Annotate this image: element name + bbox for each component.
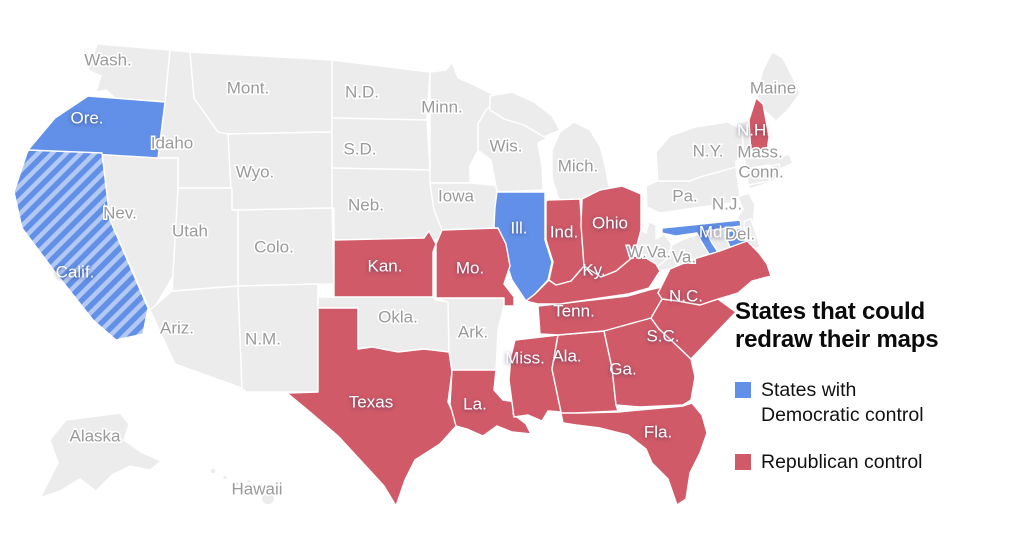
state-ariz: [149, 285, 243, 389]
state-ohio: [580, 185, 642, 278]
state-label-okla: Okla.: [378, 308, 418, 327]
state-label-ga: Ga.: [609, 360, 636, 379]
state-mo: [435, 227, 515, 307]
state-label-utah: Utah: [172, 222, 208, 241]
state-maine: [756, 51, 801, 122]
legend-item-republican: Republican control: [735, 450, 1017, 475]
state-label-ny: N.Y.: [693, 142, 724, 161]
democratic-swatch: [735, 381, 751, 398]
state-label-nh: N.H.: [737, 121, 771, 140]
state-label-minn: Minn.: [421, 98, 463, 117]
state-label-wyo: Wyo.: [236, 163, 275, 182]
state-label-mo: Mo.: [456, 259, 484, 278]
state-label-maine: Maine: [750, 79, 796, 98]
state-label-colo: Colo.: [254, 238, 294, 257]
state-label-pa: Pa.: [672, 187, 698, 206]
state-label-ind: Ind.: [550, 223, 578, 242]
state-label-hawaii: Hawaii: [231, 480, 282, 499]
state-label-nj: N.J.: [712, 195, 742, 214]
state-calif: [13, 149, 149, 341]
state-label-miss: Miss.: [505, 349, 545, 368]
legend-title-line1: States that could: [735, 298, 925, 325]
state-mich: [489, 91, 611, 204]
state-hawaii: [209, 467, 276, 506]
state-label-sd: S.D.: [343, 140, 376, 159]
state-label-tenn: Tenn.: [553, 302, 595, 321]
state-label-texas: Texas: [349, 393, 393, 412]
state-label-md: Md.: [699, 223, 727, 242]
state-nh: [748, 97, 770, 155]
state-alaska: [39, 412, 162, 499]
legend-item-democratic: States with Democratic control: [735, 378, 1017, 429]
state-label-nev: Nev.: [103, 204, 137, 223]
state-label-kan: Kan.: [368, 257, 403, 276]
legend-democratic-line1: States with: [761, 378, 857, 401]
state-label-wis: Wis.: [489, 137, 522, 156]
state-label-mich: Mich.: [558, 157, 599, 176]
state-label-wash: Wash.: [84, 51, 132, 70]
state-ri: [770, 163, 782, 182]
state-ind: [545, 198, 585, 286]
state-label-calif: Calif.: [56, 263, 95, 282]
state-label-iowa: Iowa: [438, 187, 474, 206]
state-nc: [657, 240, 772, 306]
state-label-nm: N.M.: [245, 330, 281, 349]
state-label-nd: N.D.: [345, 83, 379, 102]
legend-democratic-line2: Democratic control: [761, 404, 924, 426]
state-la: [449, 369, 532, 437]
state-conn: [745, 165, 771, 186]
state-texas: [286, 307, 459, 507]
map-shapes: [13, 43, 801, 507]
state-label-neb: Neb.: [348, 196, 384, 215]
state-label-alaska: Alaska: [69, 427, 121, 446]
state-label-del: Del.: [725, 225, 755, 244]
state-label-mont: Mont.: [227, 79, 270, 98]
state-label-la: La.: [463, 395, 487, 414]
state-label-ariz: Ariz.: [160, 319, 194, 338]
state-label-ore: Ore.: [70, 109, 103, 128]
state-kan: [333, 230, 437, 298]
state-label-wva: W.Va.: [627, 243, 671, 262]
map-labels: Wash. Idaho Mont. Wyo. Nev. Utah Colo. Ariz. N.M…: [56, 49, 798, 500]
state-label-ark: Ark.: [458, 323, 488, 342]
state-label-conn: Conn.: [738, 163, 783, 182]
state-label-ala: Ala.: [552, 347, 581, 366]
legend-item-republican-label: Republican control: [761, 451, 923, 474]
state-label-fla: Fla.: [644, 423, 672, 442]
legend-panel: States that could redraw their maps State…: [735, 298, 1017, 498]
state-label-mass: Mass.: [737, 143, 782, 162]
state-label-va: Va.: [672, 248, 696, 267]
republican-swatch: [735, 454, 751, 471]
legend-title: States that could redraw their maps: [735, 298, 1017, 354]
state-vt: [735, 119, 752, 158]
legend-item-democratic-label: States with Democratic control: [761, 378, 924, 429]
state-label-idaho: Idaho: [151, 134, 194, 153]
state-label-ohio: Ohio: [592, 214, 628, 233]
state-label-sc: S.C.: [646, 327, 679, 346]
legend-title-line2: redraw their maps: [735, 325, 939, 353]
state-label-nc: N.C.: [669, 287, 703, 306]
state-nm: [237, 283, 319, 393]
state-label-ill: Ill.: [511, 219, 528, 238]
state-fla: [560, 402, 708, 506]
state-label-ky: Ky.: [582, 261, 605, 280]
